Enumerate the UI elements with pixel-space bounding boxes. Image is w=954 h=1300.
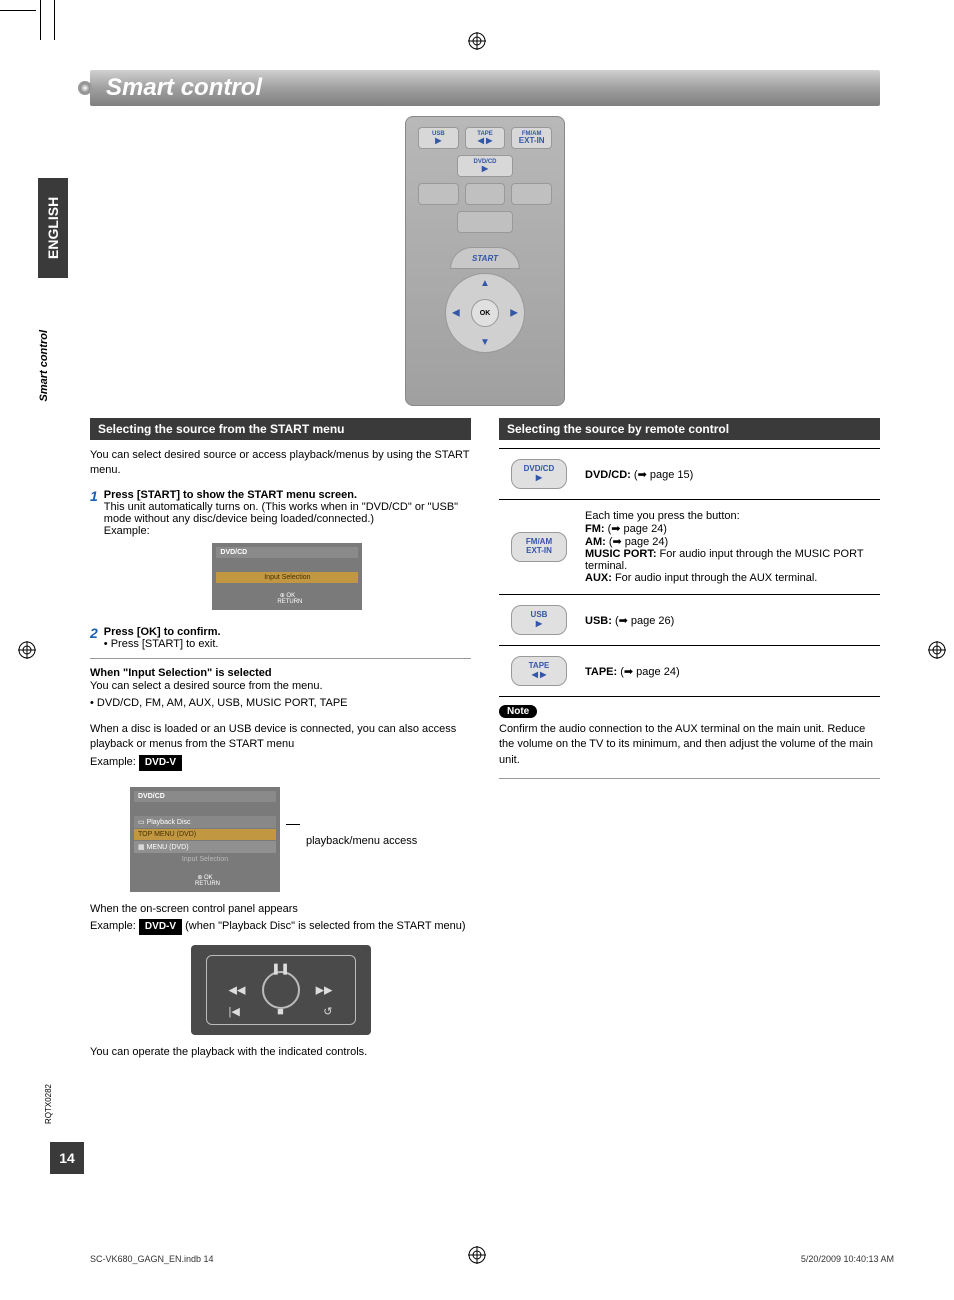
page-title: Smart control [90,70,880,106]
panel-text2: Example: DVD-V (when "Playback Disc" is … [90,919,471,935]
table-row: FM/AMEXT-IN Each time you press the butt… [499,500,880,595]
panel-text1: When the on-screen control panel appears [90,902,471,917]
table-row: USB▶ USB: (➡ page 26) [499,595,880,646]
menu-screenshot-1: DVD/CD Input Selection ⊕ OK RETURN [212,543,362,610]
relation-label: playback/menu access [306,834,417,848]
remote-dpad: ▲ ▼ ◀ ▶ OK [445,273,525,353]
step1-example: Example: [104,525,471,537]
remote-blank-button [511,183,552,205]
table-row: TAPE◀ ▶ TAPE: (➡ page 24) [499,646,880,697]
dvdv-badge: DVD-V [139,755,182,771]
language-tab: ENGLISH [38,178,68,278]
intro-text: You can select desired source or access … [90,448,471,479]
dpad-down-icon: ▼ [480,337,490,348]
section-side-label: Smart control [38,330,50,402]
fmam-button-icon: FM/AMEXT-IN [511,532,567,562]
step-number: 2 [90,626,98,650]
step1-body: This unit automatically turns on. (This … [104,501,471,525]
when-body2: • DVD/CD, FM, AM, AUX, USB, MUSIC PORT, … [90,696,471,711]
left-subheader: Selecting the source from the START menu [90,418,471,440]
cell-text: USB: (➡ page 26) [579,595,880,646]
control-panel-screenshot: ❚❚ ■ ◀◀ ▶▶ |◀ ↺ [191,945,371,1035]
registration-mark [18,641,36,659]
cell-text: DVD/CD: (➡ page 15) [579,449,880,500]
stop-icon: ■ [277,1006,284,1018]
prev-icon: |◀ [229,1005,240,1018]
divider [499,778,880,779]
dvdv-badge: DVD-V [139,919,182,935]
remote-blank-button [465,183,506,205]
print-footer: SC-VK680_GAGN_EN.indb 14 5/20/2009 10:40… [90,1254,894,1264]
when-title: When "Input Selection" is selected [90,667,272,679]
remote-illustration: USB▶ TAPE◀ ▶ FM/AMEXT-IN DVD/CD▶ START ▲… [405,116,565,406]
rewind-icon: ◀◀ [229,984,246,997]
example-line: Example: DVD-V [90,755,471,771]
step2-bullet: • Press [START] to exit. [104,638,471,650]
fastforward-icon: ▶▶ [316,984,333,997]
cell-text: Each time you press the button:FM: (➡ pa… [579,500,880,595]
right-subheader: Selecting the source by remote control [499,418,880,440]
cell-text: TAPE: (➡ page 24) [579,646,880,697]
note-badge: Note [499,705,537,718]
menu-screenshot-2: DVD/CD ▭ Playback Disc TOP MENU (DVD) ▦ … [130,787,280,892]
remote-start-button: START [450,247,520,269]
remote-fmam-button: FM/AMEXT-IN [511,127,552,149]
dpad-up-icon: ▲ [480,278,490,289]
step2-title: Press [OK] to confirm. [104,626,221,638]
note-body: Confirm the audio connection to the AUX … [499,722,880,768]
pause-icon: ❚❚ [271,962,289,975]
tape-button-icon: TAPE◀ ▶ [511,656,567,686]
remote-ok-button: OK [471,299,499,327]
registration-mark [928,641,946,659]
remote-blank-button [457,211,513,233]
table-row: DVD/CD▶ DVD/CD: (➡ page 15) [499,449,880,500]
source-table: DVD/CD▶ DVD/CD: (➡ page 15) FM/AMEXT-IN … [499,448,880,697]
dvdcd-button-icon: DVD/CD▶ [511,459,567,489]
usb-button-icon: USB▶ [511,605,567,635]
remote-tape-button: TAPE◀ ▶ [465,127,506,149]
registration-mark [468,32,486,50]
dpad-left-icon: ◀ [452,308,460,319]
dpad-right-icon: ▶ [510,308,518,319]
remote-blank-button [418,183,459,205]
when-body1: You can select a desired source from the… [90,679,471,694]
return-icon: ↺ [323,1005,332,1018]
page-number: 14 [50,1142,84,1174]
step-number: 1 [90,489,98,620]
divider [90,658,471,659]
bottom-text: You can operate the playback with the in… [90,1045,471,1060]
when-body3: When a disc is loaded or an USB device i… [90,722,471,753]
remote-usb-button: USB▶ [418,127,459,149]
remote-dvdcd-button: DVD/CD▶ [457,155,513,177]
doc-code: RQTX0282 [44,1084,53,1124]
step1-title: Press [START] to show the START menu scr… [104,489,357,501]
